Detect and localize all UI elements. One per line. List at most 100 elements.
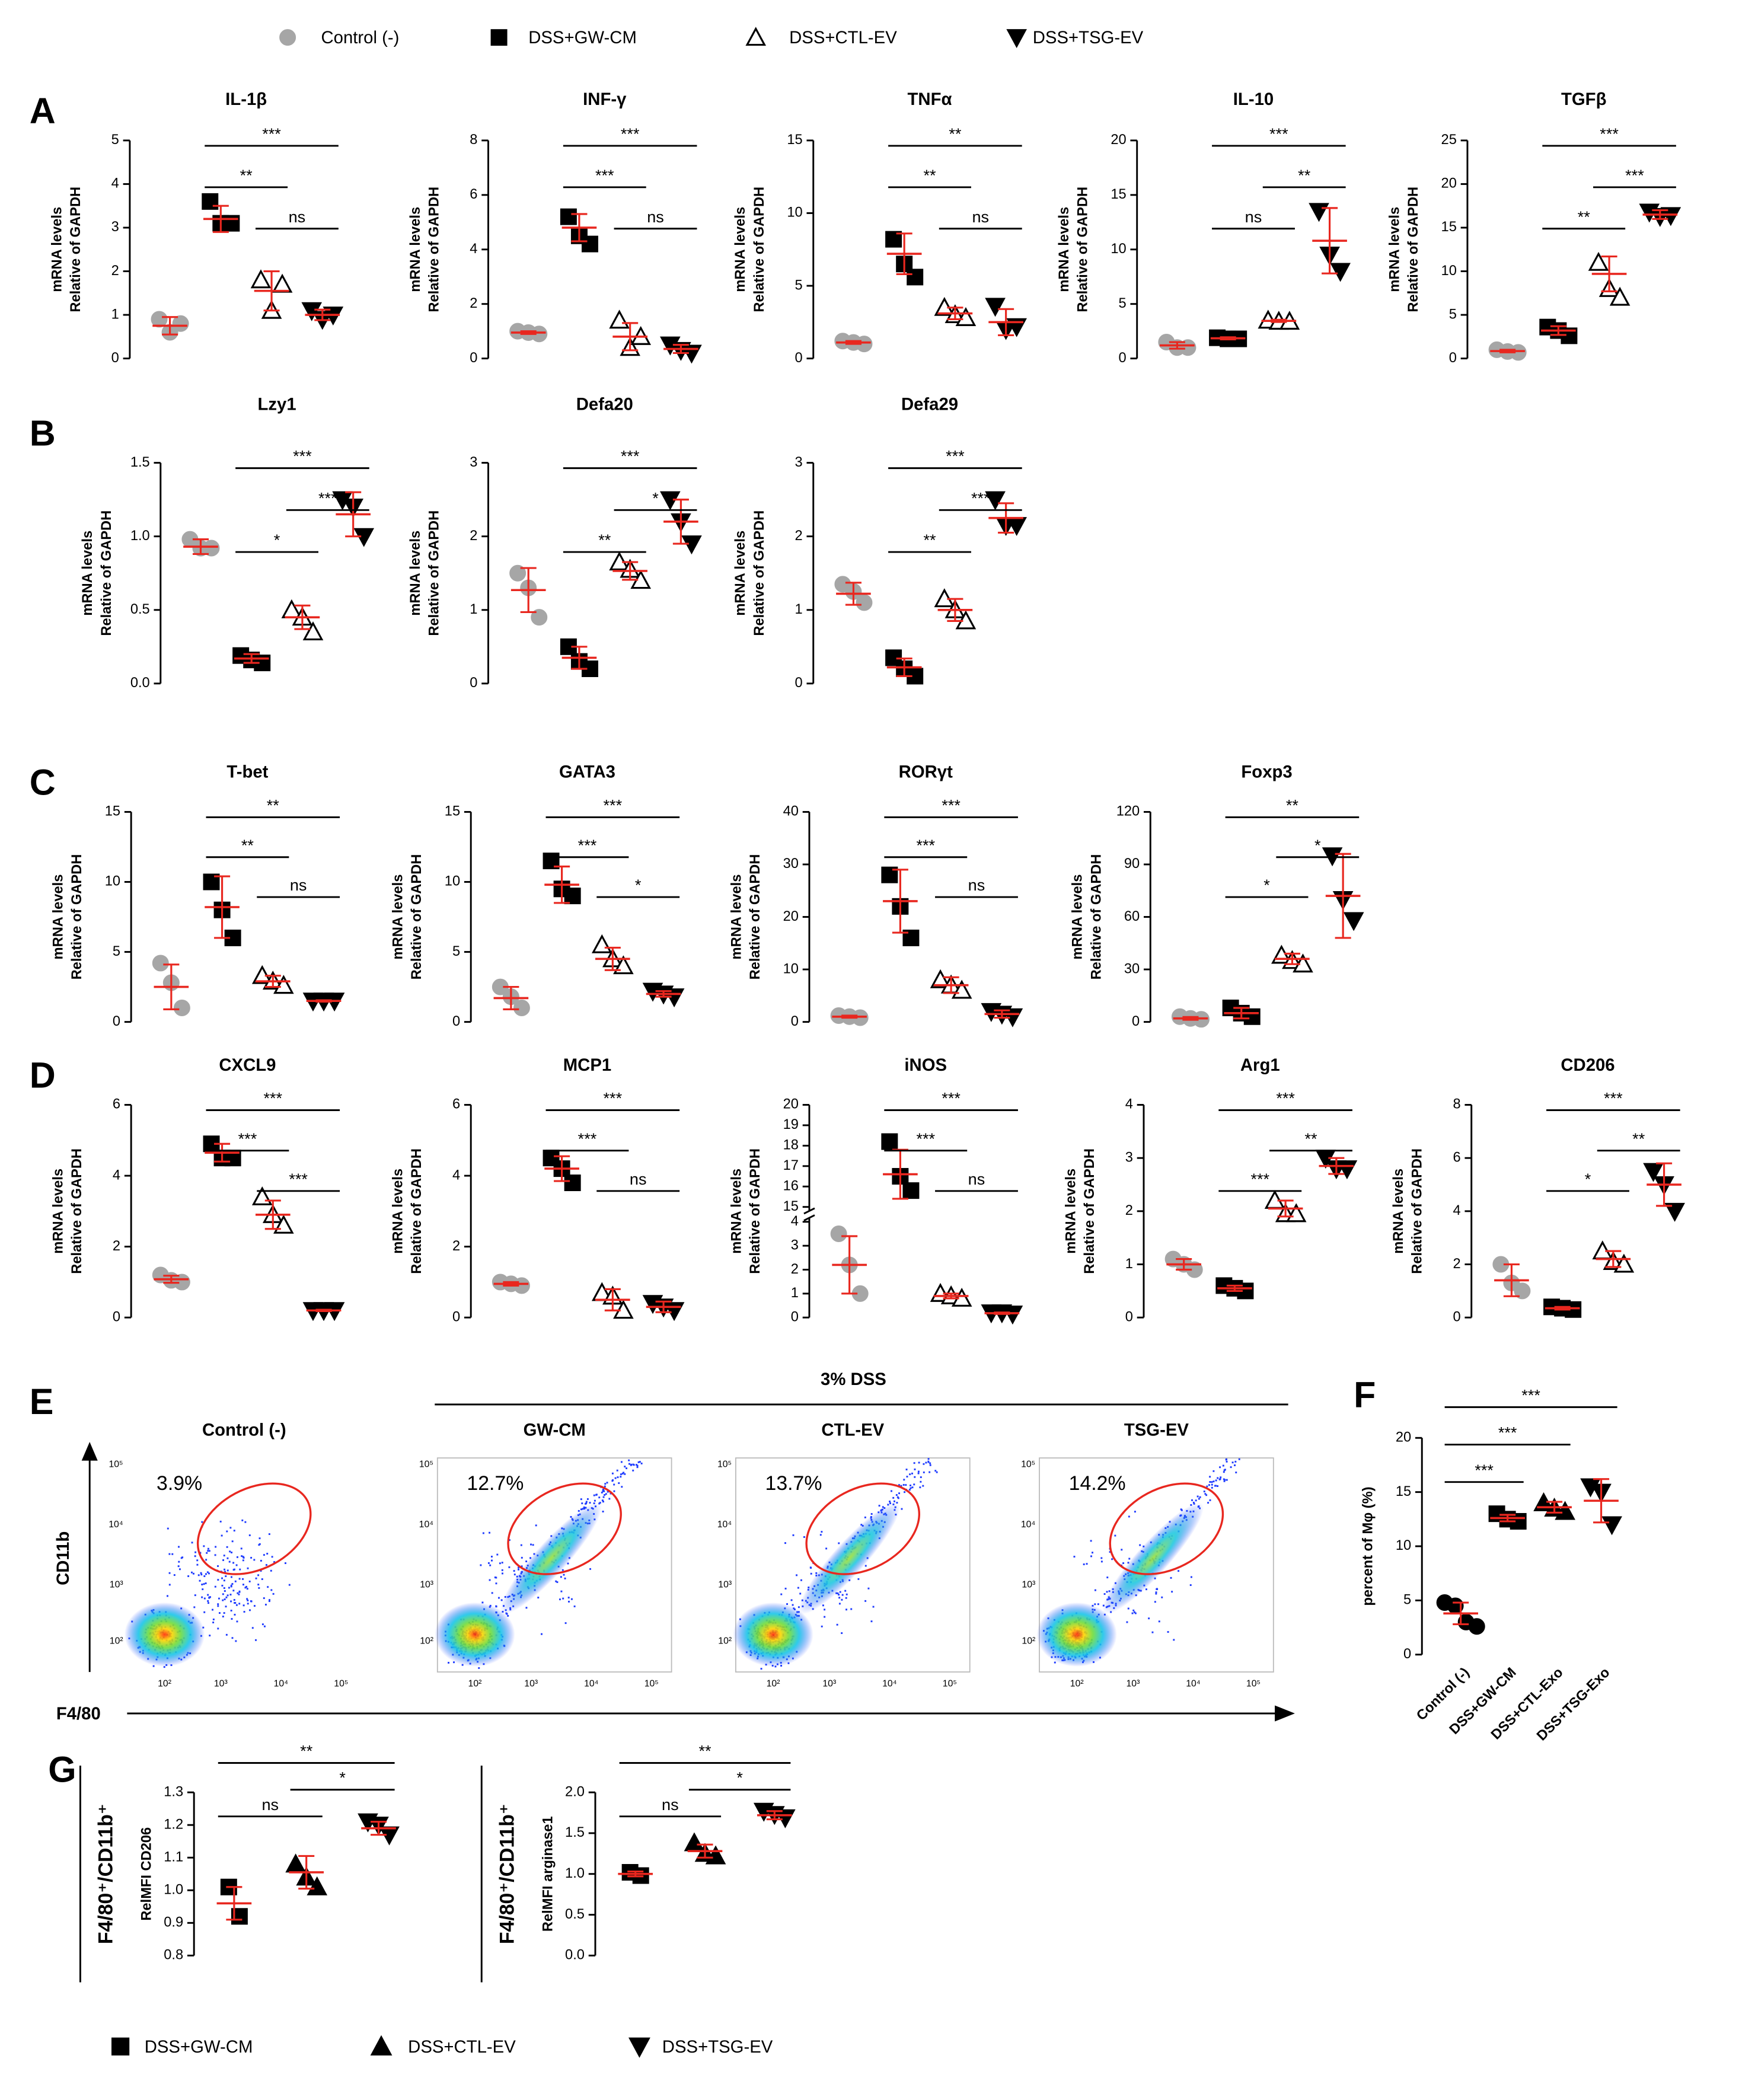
event — [1223, 1478, 1225, 1480]
event — [224, 1590, 226, 1592]
sig-label: ** — [1298, 166, 1311, 184]
event — [925, 1461, 927, 1464]
event — [1224, 1469, 1226, 1471]
y-tick-label: 0.8 — [164, 1948, 183, 1963]
event — [238, 1578, 241, 1580]
event — [259, 1537, 261, 1540]
data-point — [1664, 1202, 1685, 1222]
plot-title: Control (-) — [202, 1421, 286, 1440]
event — [559, 1598, 561, 1601]
y-tick-label: 6 — [470, 187, 477, 202]
event — [604, 1494, 606, 1496]
y-tick-label: 10 — [1441, 263, 1457, 279]
event — [1054, 1661, 1056, 1664]
event — [518, 1566, 520, 1569]
event — [178, 1546, 180, 1548]
event — [191, 1542, 193, 1544]
data-point — [564, 1175, 581, 1192]
event — [212, 1622, 215, 1624]
event — [1128, 1515, 1130, 1518]
x-tick-label: 10⁴ — [274, 1679, 288, 1689]
event — [200, 1572, 202, 1574]
group-label: 3% DSS — [821, 1370, 886, 1389]
event — [1094, 1589, 1096, 1591]
event — [246, 1588, 248, 1590]
x-tick-label: 10³ — [524, 1679, 538, 1689]
y-tick-label: 0.0 — [565, 1948, 585, 1963]
sig-label: *** — [946, 447, 965, 465]
event — [864, 1565, 867, 1567]
event — [602, 1501, 604, 1503]
sig-label: *** — [263, 1089, 282, 1108]
event — [255, 1577, 257, 1579]
density-band — [500, 1502, 602, 1614]
event — [824, 1608, 826, 1611]
event — [797, 1587, 799, 1589]
event — [217, 1605, 219, 1607]
y-tick-label: 3 — [791, 1237, 799, 1253]
event — [815, 1572, 818, 1574]
event — [1171, 1591, 1173, 1593]
event — [838, 1594, 840, 1596]
event — [232, 1562, 235, 1564]
y-tick-label: 2 — [791, 1262, 799, 1277]
event — [917, 1472, 920, 1475]
event — [1217, 1477, 1219, 1479]
event — [560, 1576, 562, 1578]
y-tick-label: 2 — [470, 528, 477, 544]
y-tick-label: 0 — [1453, 1309, 1461, 1325]
event — [163, 1666, 165, 1668]
event — [904, 1491, 906, 1493]
sig-label: *** — [942, 796, 961, 815]
sig-label: ns — [968, 876, 985, 894]
event — [1203, 1491, 1205, 1493]
event — [614, 1477, 617, 1479]
event — [205, 1573, 207, 1575]
event — [911, 1472, 913, 1475]
event — [214, 1585, 216, 1588]
y-label: mRNA levels — [49, 207, 65, 292]
y-tick-label: 2 — [1125, 1203, 1133, 1218]
sig-label: ns — [662, 1795, 679, 1814]
event — [190, 1571, 193, 1574]
sig-label: ** — [923, 531, 936, 549]
chart-title: Lzy1 — [257, 394, 296, 414]
event — [207, 1547, 209, 1550]
event — [630, 1464, 632, 1466]
y-tick-label: 15 — [1396, 1484, 1411, 1499]
event — [224, 1571, 226, 1573]
y-tick-label: 10 — [105, 874, 120, 889]
event — [508, 1539, 510, 1542]
y-tick-label: 0 — [795, 350, 803, 366]
data-point — [907, 269, 924, 286]
event — [1211, 1483, 1213, 1486]
event — [499, 1562, 501, 1565]
sig-label: *** — [1604, 1089, 1623, 1108]
event — [225, 1596, 228, 1598]
event — [822, 1604, 824, 1607]
event — [264, 1603, 267, 1606]
event — [1106, 1591, 1108, 1593]
event — [841, 1632, 843, 1635]
event — [819, 1534, 822, 1536]
sig-label: *** — [621, 447, 640, 465]
data-point — [250, 269, 272, 289]
event — [261, 1578, 263, 1580]
event — [244, 1521, 247, 1523]
event — [1106, 1576, 1109, 1579]
event — [194, 1594, 196, 1597]
event — [217, 1627, 219, 1630]
y-tick-label: 5 — [1449, 307, 1457, 322]
event — [626, 1467, 628, 1470]
event — [242, 1578, 244, 1580]
event — [927, 1460, 930, 1463]
event — [1215, 1479, 1217, 1482]
chart-title: Arg1 — [1240, 1055, 1280, 1075]
x-tick-label: 10⁵ — [334, 1679, 348, 1689]
event — [203, 1597, 206, 1600]
event — [221, 1577, 223, 1579]
sig-label: ** — [949, 125, 962, 143]
event — [215, 1546, 217, 1548]
event — [1234, 1464, 1236, 1466]
event — [914, 1468, 916, 1470]
